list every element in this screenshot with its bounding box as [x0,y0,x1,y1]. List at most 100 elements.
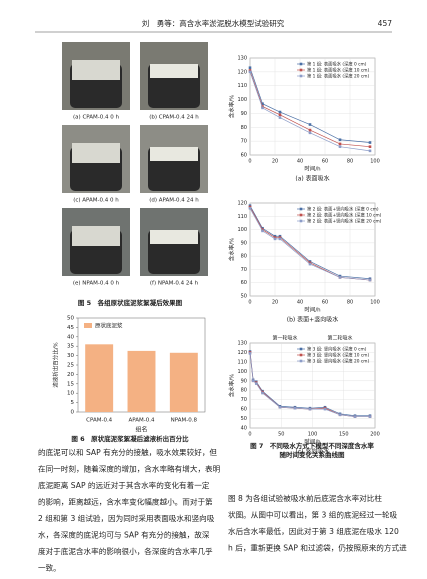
y-tick-label: 45 [67,325,74,331]
y-tick-label: 130 [237,341,247,347]
x-tick-label: 60 [322,159,328,165]
data-point [278,113,282,117]
y-tick-label: 70 [241,397,247,403]
body-text: h 后，重新更换 SAP 和过滤袋，仍按照原来的方式进 [228,543,407,553]
data-point [308,131,312,135]
y-tick-label: 50 [67,316,74,322]
data-point [273,234,277,238]
y-tick-label: 110 [237,83,247,89]
data-point [338,276,342,279]
legend-label: 第 1 组: 表面吸水 (深度 0 cm) [307,61,367,68]
legend-marker [299,347,303,351]
data-point [368,141,372,144]
data-point [353,415,357,418]
y-tick-label: 70 [241,139,247,145]
x-tick-label: 0 [248,159,251,165]
legend-label: 第 2 组: 表面+竖向吸水 (深度 10 cm) [307,212,382,219]
data-point [308,261,312,265]
chart-title: (a) 表面吸水 [295,175,329,183]
y-tick-label: 110 [237,359,247,365]
y-tick-label: 15 [67,381,74,387]
y-tick-label: 30 [67,353,74,359]
data-point [248,69,252,72]
y-tick-label: 100 [237,369,247,375]
legend-marker [299,353,303,357]
y-tick-label: 50 [241,294,247,300]
x-tick-label: 80 [347,300,353,306]
figure-caption: 随时间变化关系曲线图 [280,450,346,459]
x-tick-label: 100 [308,432,318,438]
figure-caption: 图 6 原状底泥浆絮凝后滤液析出百分比 [71,434,189,443]
data-point [248,352,252,355]
y-tick-label: 120 [237,201,247,207]
panel-label: (e) NPAM-0.4 0 h [73,281,120,287]
y-tick-label: 40 [67,334,74,340]
data-point [308,260,312,263]
y-tick-label: 60 [241,153,247,159]
annotation: 第二轮吸水 [327,335,352,342]
data-point [308,128,312,132]
figure-caption: 图 7 不同吸水方式下模型不同深度含水率 [250,441,374,450]
chart-title: (b) 表面+竖向吸水 [287,316,338,324]
data-point [368,278,372,282]
series-line [249,67,371,143]
data-point [261,391,264,395]
body-text: 水后含水率最低，因此对于第 3 组底泥在吸水 120 [228,526,399,536]
annotation: 第一轮吸水 [272,335,297,342]
panel-label: (d) APAM-0.4 24 h [149,198,199,204]
y-tick-label: 80 [241,125,247,131]
legend-swatch [84,323,92,328]
x-tick-label: 50 [278,432,284,438]
y-tick-label: 90 [241,240,247,246]
x-tick-label: 100 [370,159,380,165]
y-tick-label: 35 [67,344,74,350]
x-tick-label: 0 [248,432,251,438]
series-line [249,71,371,152]
bar [127,350,156,412]
series-line [249,70,371,148]
data-point [261,229,264,233]
y-tick-label: 100 [237,97,247,103]
legend-label: 第 2 组: 表面+竖向吸水 (深度 20 cm) [307,218,382,225]
data-point [261,226,264,230]
body-text: 的影响，距离越远，含水率变化幅度越小。而对于第 [38,497,213,507]
legend-label: 第 3 组: 竖向吸水 (深度 10 cm) [307,352,369,359]
sample [150,230,198,244]
sample [150,147,198,161]
data-point [338,142,342,146]
y-tick-label: 120 [237,69,247,75]
data-point [368,415,372,418]
x-tick-label: APAM-0.4 [129,418,155,424]
body-text: 图 8 为各组试验被吸水前后底泥含水率对比柱 [228,493,382,503]
y-tick-label: 80 [241,254,247,260]
data-point [338,138,342,142]
legend-label: 第 3 组: 竖向吸水 (深度 20 cm) [307,358,369,365]
data-point [261,106,264,110]
chart-title: (c) 竖向吸水 [296,448,330,456]
y-axis-label: 含水率/% [228,238,236,262]
body-text: 底泥距离 SAP 的远近对于其含水率的变化有着一定 [38,480,210,490]
data-point [338,145,342,148]
y-tick-label: 70 [241,267,247,273]
legend-marker [299,219,303,223]
y-axis-label: 滤液析出百分比/% [52,342,60,388]
panel-label: (c) APAM-0.4 0 h [73,198,119,204]
legend-label: 第 1 组: 表面吸水 (深度 10 cm) [307,67,369,74]
data-point [261,102,264,106]
data-point [278,405,282,409]
x-tick-label: 80 [347,159,353,165]
x-tick-label: 40 [297,300,303,306]
data-point [248,66,252,69]
data-point [368,149,372,153]
body-text: 在同一时刻，随着深度的增加，含水率略有增大，表明 [38,464,221,474]
legend-marker [299,207,303,211]
data-point [273,237,277,241]
panel-label: (a) CPAM-0.4 0 h [73,115,119,121]
sample [72,226,120,246]
data-point [368,145,372,148]
data-point [278,116,282,119]
sample [72,60,120,80]
data-point [278,110,282,114]
body-text: 的底泥可以和 SAP 有充分的接触，吸水效果较好，但 [38,447,217,457]
